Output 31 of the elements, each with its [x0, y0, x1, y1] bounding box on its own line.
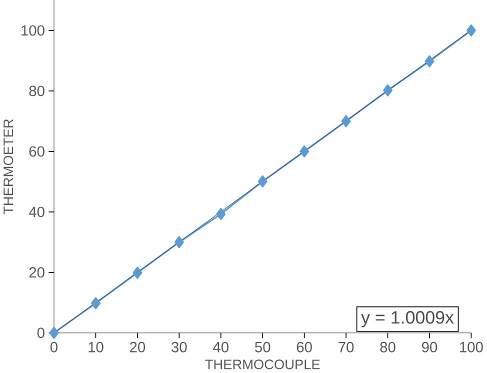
point [466, 24, 476, 37]
x-tick-label: 20 [130, 342, 146, 352]
x-axis-title: THERMOCOUPLE [205, 360, 320, 370]
y-tick-label: 40 [28, 206, 44, 218]
point [258, 175, 268, 188]
y-tick-label: 100 [22, 25, 44, 36]
point [49, 326, 59, 340]
point [174, 236, 184, 248]
x-tick-label: 40 [213, 342, 228, 352]
point [341, 115, 351, 128]
y-tick-label: 60 [29, 146, 44, 157]
point [424, 55, 434, 68]
x-tick-label: 0 [50, 342, 58, 352]
y-axis-title: THERMOETER [4, 119, 14, 214]
x-tick-label: 60 [296, 342, 312, 352]
point [216, 208, 226, 220]
y-tick-label: 20 [29, 267, 44, 278]
y-tick-label: 0 [37, 328, 44, 338]
y-tick-label: 80 [29, 86, 44, 96]
x-tick-label: 90 [422, 342, 438, 352]
x-tick-label: 70 [338, 342, 354, 352]
x-tick-label: 100 [460, 342, 483, 352]
point [132, 266, 142, 279]
x-tick-label: 50 [255, 342, 270, 352]
point [90, 297, 100, 310]
point [383, 84, 392, 97]
x-tick-label: 80 [380, 342, 396, 352]
x-tick-label: 30 [172, 342, 187, 352]
annotation: y = 1.0009x [361, 311, 454, 328]
point [300, 146, 310, 158]
x-tick-label: 10 [88, 342, 104, 352]
